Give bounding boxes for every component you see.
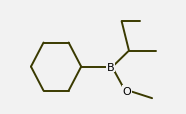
Text: O: O bbox=[123, 86, 132, 96]
Text: B: B bbox=[107, 62, 114, 72]
